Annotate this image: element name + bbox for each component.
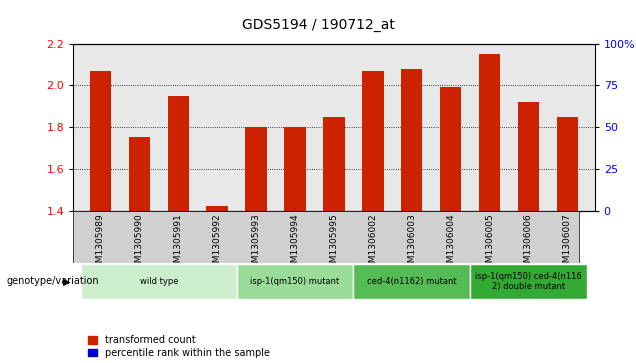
Legend: transformed count, percentile rank within the sample: transformed count, percentile rank withi… bbox=[88, 335, 270, 358]
Bar bbox=[167, 96, 189, 211]
Bar bbox=[556, 117, 578, 211]
Text: isp-1(qm150) ced-4(n116
2) double mutant: isp-1(qm150) ced-4(n116 2) double mutant bbox=[475, 272, 582, 291]
Bar bbox=[207, 206, 228, 211]
Text: GSM1305994: GSM1305994 bbox=[291, 213, 300, 274]
Bar bbox=[323, 117, 345, 211]
Text: GSM1305990: GSM1305990 bbox=[135, 213, 144, 274]
Bar bbox=[90, 71, 111, 211]
Bar bbox=[245, 127, 266, 211]
Text: GSM1305995: GSM1305995 bbox=[329, 213, 338, 274]
Text: GSM1306005: GSM1306005 bbox=[485, 213, 494, 274]
Bar bbox=[401, 69, 422, 211]
Text: GSM1306006: GSM1306006 bbox=[524, 213, 533, 274]
Text: GSM1305992: GSM1305992 bbox=[212, 213, 221, 274]
Bar bbox=[362, 71, 384, 211]
Text: GSM1306002: GSM1306002 bbox=[368, 213, 377, 274]
Text: isp-1(qm150) mutant: isp-1(qm150) mutant bbox=[251, 277, 340, 286]
Text: GSM1306003: GSM1306003 bbox=[407, 213, 416, 274]
Bar bbox=[518, 102, 539, 211]
Text: ced-4(n1162) mutant: ced-4(n1162) mutant bbox=[367, 277, 457, 286]
Bar bbox=[354, 264, 470, 299]
Bar bbox=[470, 264, 587, 299]
Text: ▶: ▶ bbox=[63, 276, 71, 286]
Text: GSM1305993: GSM1305993 bbox=[252, 213, 261, 274]
Bar bbox=[128, 138, 150, 211]
Text: GDS5194 / 190712_at: GDS5194 / 190712_at bbox=[242, 18, 394, 32]
Text: GSM1306007: GSM1306007 bbox=[563, 213, 572, 274]
Bar bbox=[284, 127, 306, 211]
Text: genotype/variation: genotype/variation bbox=[6, 276, 99, 286]
Text: wild type: wild type bbox=[139, 277, 178, 286]
Text: GSM1305989: GSM1305989 bbox=[96, 213, 105, 274]
Text: GSM1306004: GSM1306004 bbox=[446, 213, 455, 274]
Bar bbox=[237, 264, 354, 299]
Bar bbox=[440, 87, 461, 211]
Text: GSM1305991: GSM1305991 bbox=[174, 213, 183, 274]
Bar bbox=[479, 54, 501, 211]
Bar bbox=[81, 264, 237, 299]
